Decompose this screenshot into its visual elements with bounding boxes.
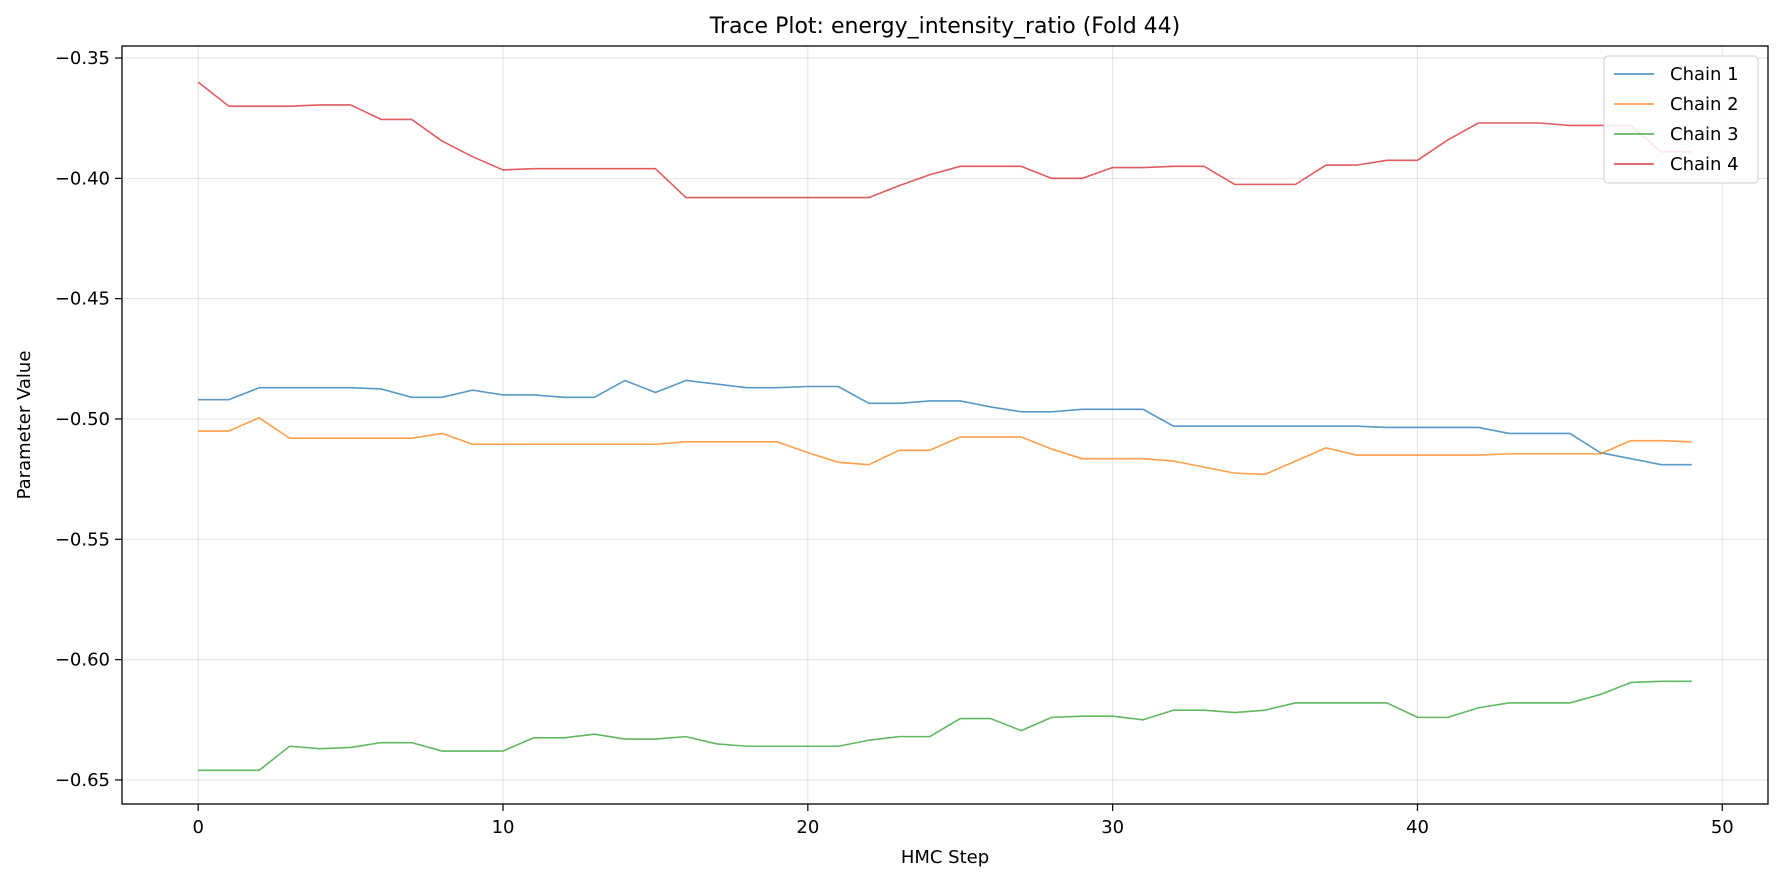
x-tick-label: 10 <box>492 817 515 838</box>
y-tick-label: −0.55 <box>55 529 110 550</box>
x-axis-ticks: 0 10 20 30 40 50 <box>192 804 1734 838</box>
x-tick-label: 30 <box>1101 817 1124 838</box>
x-tick-label: 50 <box>1711 817 1734 838</box>
x-tick-label: 0 <box>192 817 203 838</box>
legend-label-chain-2: Chain 2 <box>1670 94 1739 115</box>
y-tick-label: −0.65 <box>55 770 110 791</box>
series-line-chain-2 <box>198 416 1692 476</box>
legend-box <box>1603 55 1759 184</box>
y-tick-label: −0.45 <box>55 289 110 310</box>
x-axis-label: HMC Step <box>901 847 989 868</box>
legend: Chain 1 Chain 2 Chain 3 Chain 4 <box>1603 55 1759 184</box>
y-axis-label: Parameter Value <box>14 351 35 500</box>
x-tick-label: 20 <box>796 817 819 838</box>
legend-label-chain-4: Chain 4 <box>1670 154 1739 175</box>
y-tick-label: −0.40 <box>55 168 110 189</box>
y-axis-ticks: −0.35 −0.40 −0.45 −0.50 −0.55 −0.60 −0.65 <box>55 48 122 791</box>
series-line-chain-3 <box>198 680 1692 772</box>
legend-label-chain-1: Chain 1 <box>1670 64 1739 85</box>
legend-items: Chain 1 Chain 2 Chain 3 Chain 4 <box>1614 64 1739 175</box>
series-line-chain-1 <box>198 379 1692 466</box>
plot-frame <box>121 45 1769 805</box>
y-tick-label: −0.60 <box>55 650 110 671</box>
series-line-chain-4 <box>197 81 1692 199</box>
y-tick-label: −0.35 <box>55 48 110 69</box>
y-tick-label: −0.50 <box>55 409 110 430</box>
x-tick-label: 40 <box>1406 817 1429 838</box>
series-lines <box>197 81 1692 772</box>
legend-label-chain-3: Chain 3 <box>1670 124 1739 145</box>
chart-title: Trace Plot: energy_intensity_ratio (Fold… <box>709 14 1181 39</box>
